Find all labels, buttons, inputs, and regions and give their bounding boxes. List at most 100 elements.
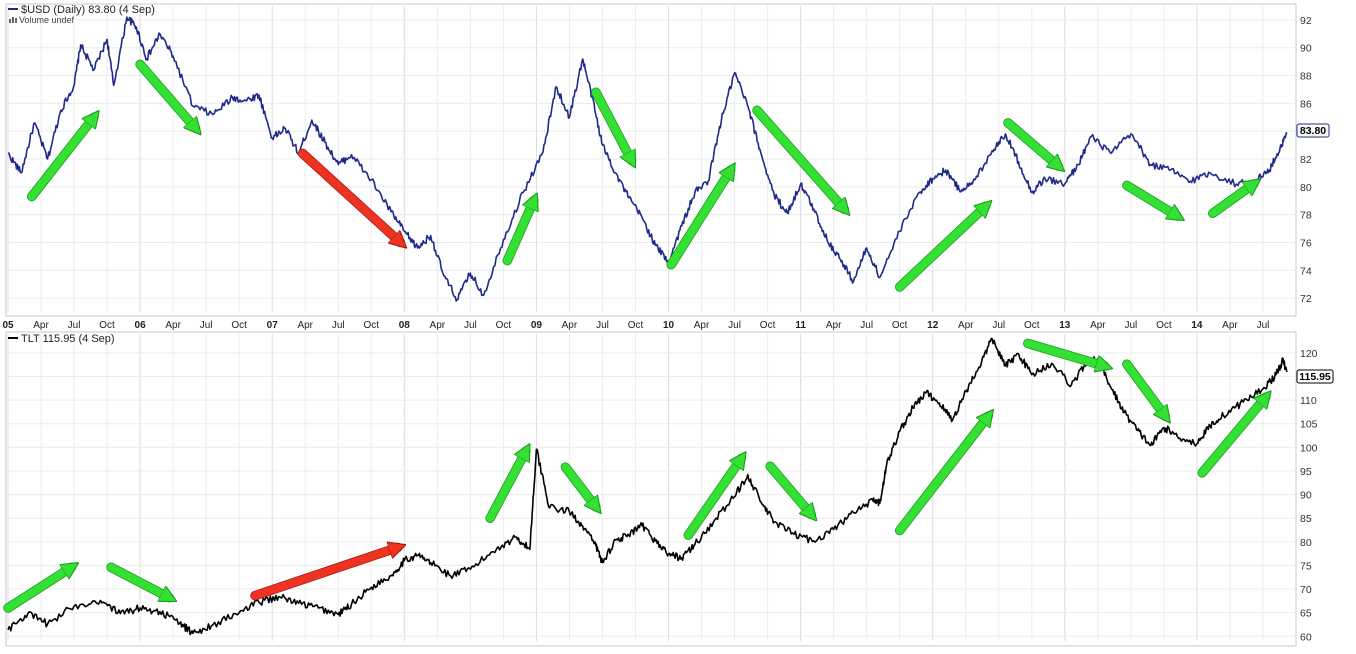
tlt-y-tick-label: 95 — [1300, 466, 1312, 478]
usd-y-axis: 7274767880828486889092 — [1300, 15, 1312, 305]
tlt-annotation-arrows — [3, 338, 1266, 613]
green-trend-arrow — [27, 117, 94, 201]
green-trend-arrow — [561, 463, 595, 507]
usd-y-tick-label: 92 — [1300, 15, 1312, 27]
tlt-last-value-tag: 115.95 — [1296, 369, 1334, 384]
usd-last-value-box — [1296, 123, 1330, 138]
x-tick-label: 06 — [135, 320, 147, 331]
tlt-chart-panel: 6065707580859095100105110115120 TLT 115.… — [3, 331, 1334, 647]
x-axis: 05 Apr Jul Oct 06 Apr Jul Oct 07 Apr Jul Oct 08 Apr Ju… — [2, 320, 1269, 331]
volume-label: Volume undef — [19, 15, 75, 25]
volume-icon-bar — [9, 19, 11, 23]
red-trend-arrow — [251, 547, 398, 600]
x-tick-label: Jul — [464, 320, 477, 331]
usd-y-tick-label: 90 — [1300, 43, 1312, 55]
green-trend-arrow — [1004, 118, 1058, 166]
x-tick-label: 07 — [267, 320, 279, 331]
green-trend-arrow — [895, 206, 986, 291]
x-tick-label: Apr — [1090, 320, 1106, 331]
usd-y-tick-label: 82 — [1300, 154, 1312, 166]
green-trend-arrow — [503, 201, 533, 265]
x-tick-label: 10 — [663, 320, 675, 331]
x-tick-label: Oct — [1024, 320, 1040, 331]
tlt-y-tick-label: 110 — [1300, 395, 1317, 407]
tlt-legend: TLT 115.95 (4 Sep) — [8, 333, 115, 345]
tlt-y-tick-label: 105 — [1300, 419, 1318, 431]
x-tick-label: Oct — [364, 320, 380, 331]
x-tick-label: 05 — [2, 320, 14, 331]
green-trend-arrow — [136, 60, 195, 128]
tlt-price-line — [7, 337, 1288, 636]
green-trend-arrow — [1023, 339, 1105, 366]
x-tick-label: 09 — [531, 320, 543, 331]
tlt-y-tick-label: 60 — [1300, 631, 1312, 643]
usd-legend-label: $USD (Daily) 83.80 (4 Sep) — [21, 4, 155, 16]
usd-last-value-text: 83.80 — [1300, 125, 1326, 137]
green-trend-arrow — [4, 567, 71, 612]
green-trend-arrow — [107, 563, 169, 597]
x-tick-label: Jul — [200, 320, 213, 331]
x-tick-label: 13 — [1059, 320, 1071, 331]
x-tick-label: Jul — [68, 320, 81, 331]
volume-icon-bar — [12, 17, 14, 23]
x-tick-label: Apr — [297, 320, 313, 331]
usd-y-tick-label: 72 — [1300, 293, 1312, 305]
usd-price-line — [7, 16, 1288, 302]
tlt-last-value-box — [1296, 369, 1334, 384]
x-tick-label: 11 — [795, 320, 806, 331]
usd-y-tick-label: 88 — [1300, 71, 1312, 83]
usd-plot-area — [5, 3, 1297, 317]
tlt-y-tick-label: 85 — [1300, 513, 1312, 525]
usd-y-tick-label: 76 — [1300, 237, 1312, 249]
x-tick-label: Apr — [562, 320, 578, 331]
x-tick-label: Apr — [958, 320, 974, 331]
x-tick-label: Apr — [826, 320, 842, 331]
tlt-y-tick-label: 75 — [1300, 560, 1312, 572]
x-tick-label: 08 — [399, 320, 411, 331]
volume-icon-bar — [15, 18, 17, 23]
x-tick-label: 14 — [1191, 320, 1203, 331]
x-tick-label: Oct — [760, 320, 776, 331]
green-trend-arrow — [667, 170, 730, 269]
usd-y-tick-label: 74 — [1300, 265, 1312, 277]
usd-chart-panel: 7274767880828486889092 05AprJulOct06AprJ… — [2, 3, 1330, 331]
green-trend-arrow — [684, 459, 741, 540]
usd-y-tick-label: 86 — [1300, 98, 1312, 110]
x-tick-label: Oct — [99, 320, 115, 331]
green-trend-arrow — [1198, 397, 1265, 477]
usd-series — [7, 16, 1288, 302]
tlt-y-axis: 6065707580859095100105110115120 — [1300, 348, 1318, 643]
x-tick-label: Oct — [892, 320, 908, 331]
tlt-y-tick-label: 65 — [1300, 608, 1312, 620]
x-tick-label: Oct — [231, 320, 247, 331]
x-tick-label: Jul — [596, 320, 609, 331]
x-tick-label: Oct — [1156, 320, 1172, 331]
green-trend-arrow — [895, 416, 989, 535]
x-tick-label: Apr — [165, 320, 181, 331]
usd-legend: $USD (Daily) 83.80 (4 Sep) Volume undef — [8, 4, 155, 25]
x-tick-label: Jul — [860, 320, 873, 331]
tlt-y-tick-label: 120 — [1300, 348, 1318, 360]
green-trend-arrow — [1208, 184, 1254, 218]
red-trend-arrow — [298, 149, 401, 242]
x-tick-label: Apr — [1222, 320, 1238, 331]
x-tick-label: 12 — [927, 320, 939, 331]
tlt-series — [7, 337, 1288, 636]
tlt-plot-area — [5, 331, 1297, 647]
x-tick-label: Apr — [694, 320, 710, 331]
tlt-y-tick-label: 70 — [1300, 584, 1312, 596]
tlt-y-tick-label: 100 — [1300, 442, 1318, 454]
usd-y-tick-label: 80 — [1300, 182, 1312, 194]
green-trend-arrow — [486, 451, 526, 523]
tlt-y-tick-label: 80 — [1300, 537, 1312, 549]
usd-y-tick-label: 78 — [1300, 210, 1312, 222]
x-tick-label: Jul — [1257, 320, 1270, 331]
usd-last-value-tag: 83.80 — [1296, 123, 1330, 138]
tlt-y-tick-label: 90 — [1300, 490, 1312, 502]
x-tick-label: Apr — [33, 320, 49, 331]
usd-annotation-arrows — [27, 59, 1254, 292]
tlt-grid — [7, 334, 1296, 641]
x-tick-label: Jul — [728, 320, 741, 331]
